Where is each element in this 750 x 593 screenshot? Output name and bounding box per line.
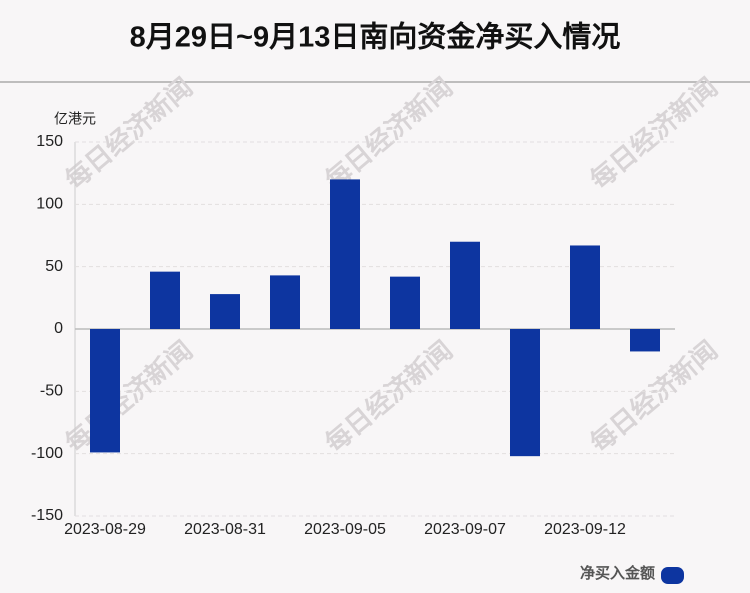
- bar: [510, 329, 540, 457]
- bar: [630, 329, 660, 352]
- y-tick-label: 50: [45, 258, 63, 275]
- y-tick-label: 100: [36, 196, 63, 213]
- x-tick-label: 2023-08-29: [64, 521, 146, 538]
- x-tick-label: 2023-09-12: [544, 521, 626, 538]
- bar: [270, 275, 300, 329]
- bar: [90, 329, 120, 453]
- x-tick-label: 2023-09-05: [304, 521, 386, 538]
- y-tick-label: -150: [31, 507, 63, 524]
- bar: [330, 179, 360, 329]
- bar: [390, 276, 420, 329]
- x-tick-label: 2023-08-31: [184, 521, 266, 538]
- chart-title: 8月29日~9月13日南向资金净买入情况: [130, 20, 621, 54]
- bar: [570, 245, 600, 329]
- legend-label: 净买入金额: [580, 564, 655, 582]
- y-tick-label: -100: [31, 445, 63, 462]
- y-tick-label: 0: [54, 320, 63, 337]
- y-tick-label: -50: [40, 383, 63, 400]
- bar: [210, 294, 240, 329]
- bar: [450, 241, 480, 329]
- y-tick-label: 150: [36, 133, 63, 150]
- y-unit: 亿港元: [54, 111, 96, 127]
- x-tick-label: 2023-09-07: [424, 521, 506, 538]
- bar: [150, 271, 180, 329]
- legend-swatch: [661, 567, 684, 584]
